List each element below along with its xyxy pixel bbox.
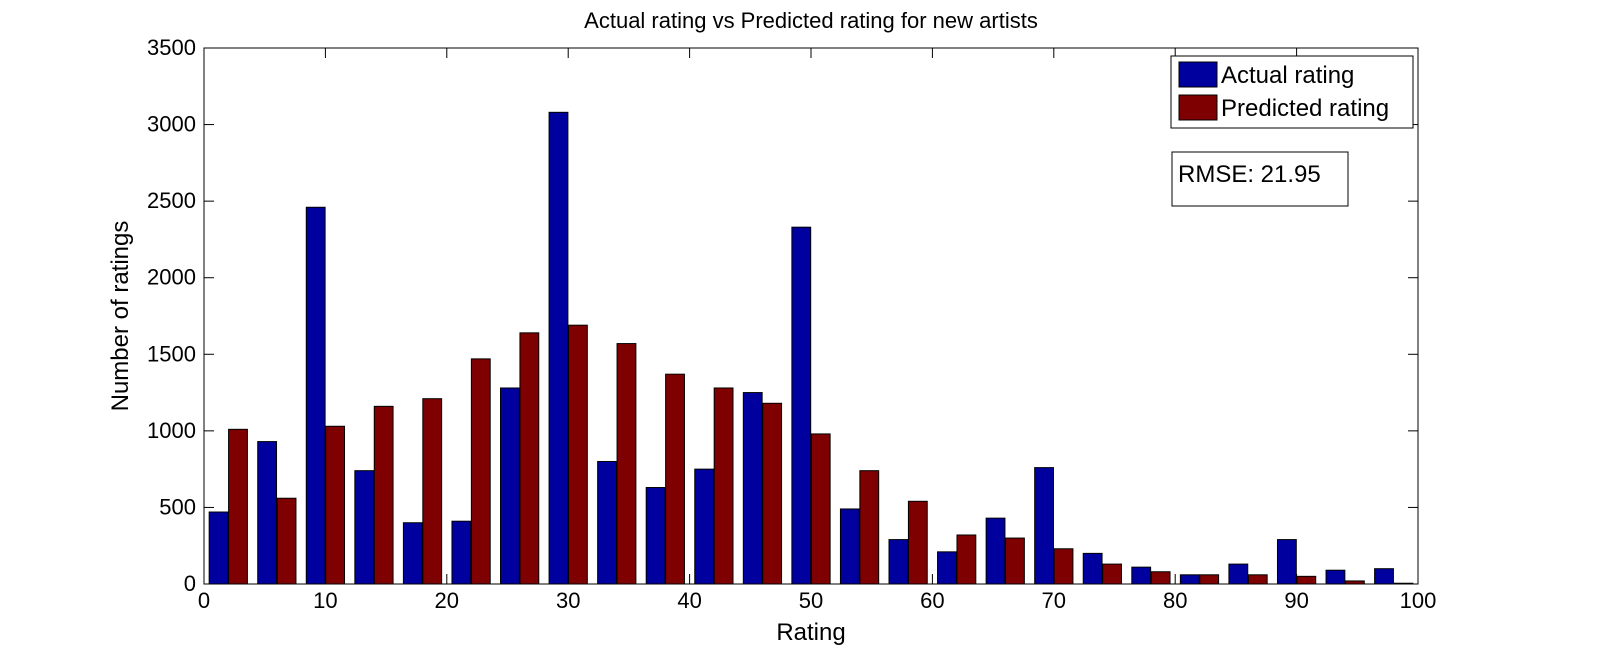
bar-predicted-22 xyxy=(1296,575,1317,585)
x-tick-label-5: 50 xyxy=(799,588,823,613)
bar-predicted-0 xyxy=(228,428,248,585)
bar-actual-16 xyxy=(985,517,1006,585)
legend: Actual rating Predicted rating xyxy=(1170,55,1414,129)
y-tick-label-0: 0 xyxy=(184,571,196,596)
bar-predicted-4 xyxy=(422,398,443,585)
x-tick-label-0: 0 xyxy=(198,588,210,613)
bar-actual-14 xyxy=(888,539,909,585)
bar-predicted-11 xyxy=(762,402,783,585)
bar-actual-2 xyxy=(305,206,326,585)
bar-predicted-16 xyxy=(1005,537,1025,585)
bar-actual-10 xyxy=(694,468,715,585)
bar-actual-9 xyxy=(645,487,666,585)
bar-actual-22 xyxy=(1276,539,1297,585)
bar-actual-23 xyxy=(1325,569,1346,585)
bar-actual-6 xyxy=(500,387,520,585)
x-tick-label-9: 90 xyxy=(1284,588,1308,613)
bar-actual-5 xyxy=(451,520,472,585)
bar-predicted-15 xyxy=(956,534,977,585)
y-tick-label-3: 1500 xyxy=(147,341,196,366)
rmse-annotation: RMSE: 21.95 xyxy=(1171,151,1349,207)
bar-actual-13 xyxy=(839,508,860,585)
bar-actual-20 xyxy=(1179,574,1200,585)
bar-predicted-2 xyxy=(325,425,346,585)
chart-title: Actual rating vs Predicted rating for ne… xyxy=(584,8,1038,33)
bar-predicted-13 xyxy=(859,470,880,585)
y-tick-label-6: 3000 xyxy=(147,112,196,137)
bar-actual-24 xyxy=(1374,568,1394,585)
bar-actual-8 xyxy=(597,460,617,585)
bar-predicted-3 xyxy=(373,405,394,585)
bar-actual-21 xyxy=(1228,563,1249,585)
y-tick-label-7: 3500 xyxy=(147,35,196,60)
bar-predicted-5 xyxy=(470,358,491,585)
bar-actual-11 xyxy=(742,392,763,585)
x-tick-label-4: 40 xyxy=(677,588,701,613)
bar-actual-12 xyxy=(791,226,812,585)
bar-actual-18 xyxy=(1082,552,1103,585)
bar-actual-0 xyxy=(208,511,229,585)
x-tick-label-1: 10 xyxy=(313,588,337,613)
bar-predicted-10 xyxy=(713,387,734,585)
y-axis-title: Number of ratings xyxy=(107,221,134,412)
y-tick-label-2: 1000 xyxy=(147,418,196,443)
bar-predicted-18 xyxy=(1102,563,1122,585)
bar-predicted-6 xyxy=(519,332,540,585)
bar-actual-1 xyxy=(257,441,278,585)
bar-predicted-14 xyxy=(907,500,928,585)
bar-predicted-1 xyxy=(276,497,297,585)
x-tick-label-8: 80 xyxy=(1163,588,1187,613)
plot-area: 0 10 20 30 40 50 60 70 80 90 100050010001500200025… xyxy=(147,35,1436,613)
bar-predicted-19 xyxy=(1150,571,1171,585)
bar-predicted-20 xyxy=(1199,574,1220,585)
bar-predicted-12 xyxy=(810,433,831,585)
y-tick-label-5: 2500 xyxy=(147,188,196,213)
bar-predicted-17 xyxy=(1053,548,1074,585)
bar-actual-15 xyxy=(937,551,957,585)
bar-actual-3 xyxy=(354,470,375,585)
x-tick-label-6: 60 xyxy=(920,588,944,613)
x-tick-label-7: 70 xyxy=(1042,588,1066,613)
y-tick-label-4: 2000 xyxy=(147,265,196,290)
bar-predicted-21 xyxy=(1247,574,1268,585)
legend-label-1: Predicted rating xyxy=(1221,95,1389,122)
rmse-annotation-text: RMSE: 21.95 xyxy=(1178,161,1321,188)
rmse-annotation-box xyxy=(1171,151,1349,207)
x-tick-label-3: 30 xyxy=(556,588,580,613)
x-tick-label-10: 100 xyxy=(1400,588,1437,613)
legend-label-0: Actual rating xyxy=(1221,62,1354,89)
bar-actual-19 xyxy=(1131,566,1152,585)
bar-predicted-9 xyxy=(665,373,685,585)
legend-swatch-1 xyxy=(1178,94,1218,121)
x-axis-title: Rating xyxy=(776,619,845,646)
bar-predicted-8 xyxy=(616,343,637,585)
bar-actual-4 xyxy=(402,522,423,585)
bar-predicted-7 xyxy=(568,324,588,585)
bar-actual-7 xyxy=(548,111,569,585)
y-tick-label-1: 500 xyxy=(159,494,196,519)
legend-swatch-0 xyxy=(1178,61,1218,88)
bar-actual-17 xyxy=(1034,467,1055,585)
x-tick-label-2: 20 xyxy=(435,588,459,613)
